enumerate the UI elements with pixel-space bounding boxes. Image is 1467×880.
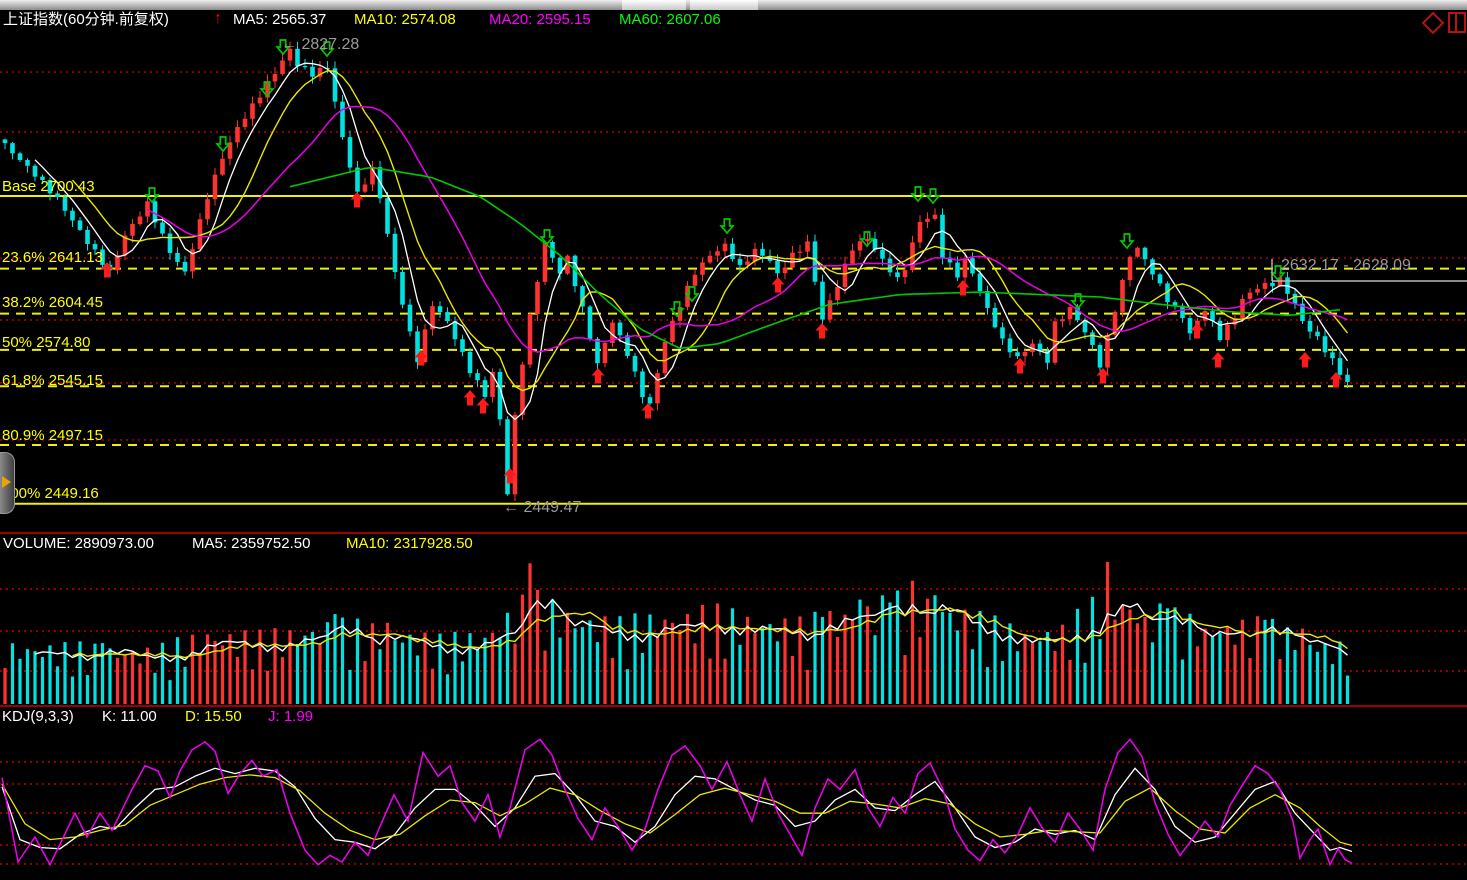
fib-label-809: 80.9% 2497.15: [2, 427, 103, 444]
volume-ma10-value: MA10: 2317928.50: [346, 535, 473, 552]
kdj-title: KDJ(9,3,3): [2, 708, 74, 725]
ma5-value: MA5: 2565.37: [233, 11, 327, 28]
peak-price-label: ← 2827.28: [281, 36, 360, 53]
pane-splitter-handle[interactable]: [0, 452, 15, 514]
range-measure-label: 2632.17 - 2628.09: [1281, 257, 1411, 274]
symbol-title: 上证指数(60分钟.前复权): [3, 11, 169, 28]
kdj-k-value: K: 11.00: [102, 708, 157, 725]
split-window-icon[interactable]: [1448, 12, 1466, 33]
titlebar-segment: [690, 0, 758, 10]
ma20-value: MA20: 2595.15: [489, 11, 591, 28]
ma60-value: MA60: 2607.06: [619, 11, 721, 28]
volume-ma5-value: MA5: 2359752.50: [192, 535, 311, 552]
split-window-icon-bar: [1455, 14, 1457, 31]
fib-label-base: Base 2700.43: [2, 178, 95, 195]
titlebar-segment: [622, 0, 686, 10]
window-titlebar: [0, 0, 1467, 10]
fib-label-382: 38.2% 2604.45: [2, 294, 103, 311]
fib-label-50: 50% 2574.80: [2, 334, 91, 351]
volume-value: VOLUME: 2890973.00: [3, 535, 154, 552]
splitter-arrow-icon: [2, 476, 11, 488]
ma10-value: MA10: 2574.08: [354, 11, 456, 28]
kdj-d-value: D: 15.50: [185, 708, 242, 725]
fib-label-618: 61.8% 2545.15: [2, 372, 103, 389]
kdj-j-value: J: 1.99: [268, 708, 314, 725]
fib-label-100: 100% 2449.16: [2, 485, 99, 502]
fib-label-236: 23.6% 2641.13: [2, 249, 103, 266]
low-price-label: ← 2449.47: [503, 499, 582, 516]
trend-up-icon: ↑: [214, 10, 222, 27]
